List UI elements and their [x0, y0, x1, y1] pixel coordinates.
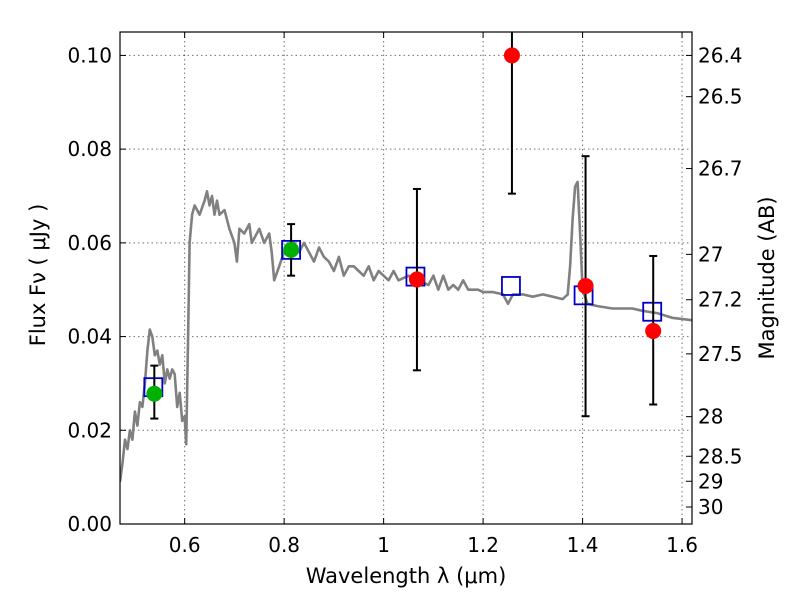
y-tick-label: 0.08 — [67, 137, 112, 161]
data-markers — [143, 32, 663, 420]
y-tick-label: 0.02 — [67, 418, 112, 442]
y2-tick-label: 26.7 — [698, 157, 743, 181]
y2-tick-label: 27 — [698, 242, 723, 266]
y2-tick-label: 26.4 — [698, 43, 743, 67]
plot-frame — [119, 31, 693, 525]
y-tick-label: 0.00 — [67, 512, 112, 536]
y2-tick-label: 27.5 — [698, 342, 743, 366]
y2-tick-label: 29 — [698, 469, 723, 493]
observation-point — [577, 277, 594, 294]
x-tick-label: 1 — [377, 533, 390, 557]
y2-tick-label: 26.5 — [698, 85, 743, 109]
template-spectrum — [120, 180, 692, 482]
x-tick-label: 0.6 — [169, 533, 201, 557]
y2-tick-label: 28.5 — [698, 444, 743, 468]
axis-ticks: 0.6 0.8 1 1.2 1.4 1.6 0.00 0.02 0.04 0.06 0.08 0.10… — [67, 32, 743, 557]
x-tick-label: 0.8 — [268, 533, 300, 557]
y-tick-label: 0.10 — [67, 43, 112, 67]
observation-point — [503, 47, 520, 64]
y2-tick-label: 28 — [698, 405, 723, 429]
observation-point — [283, 241, 300, 258]
y-axis-label: Flux Fν ( μJy ) — [26, 204, 50, 347]
observation-point — [146, 385, 163, 402]
x-tick-label: 1.2 — [467, 533, 499, 557]
y-tick-label: 0.06 — [67, 231, 112, 255]
x-tick-label: 1.6 — [666, 533, 698, 557]
observation-point — [645, 322, 662, 339]
y-tick-label: 0.04 — [67, 325, 112, 349]
y2-tick-label: 30 — [698, 495, 723, 519]
x-axis-label: Wavelength λ (μm) — [306, 564, 507, 588]
y2-axis-label: Magnitude (AB) — [755, 196, 779, 359]
observation-point — [408, 271, 425, 288]
x-tick-label: 1.4 — [567, 533, 599, 557]
model-square — [501, 276, 521, 296]
spectrum-line — [120, 180, 692, 482]
y2-tick-label: 27.2 — [698, 288, 743, 312]
